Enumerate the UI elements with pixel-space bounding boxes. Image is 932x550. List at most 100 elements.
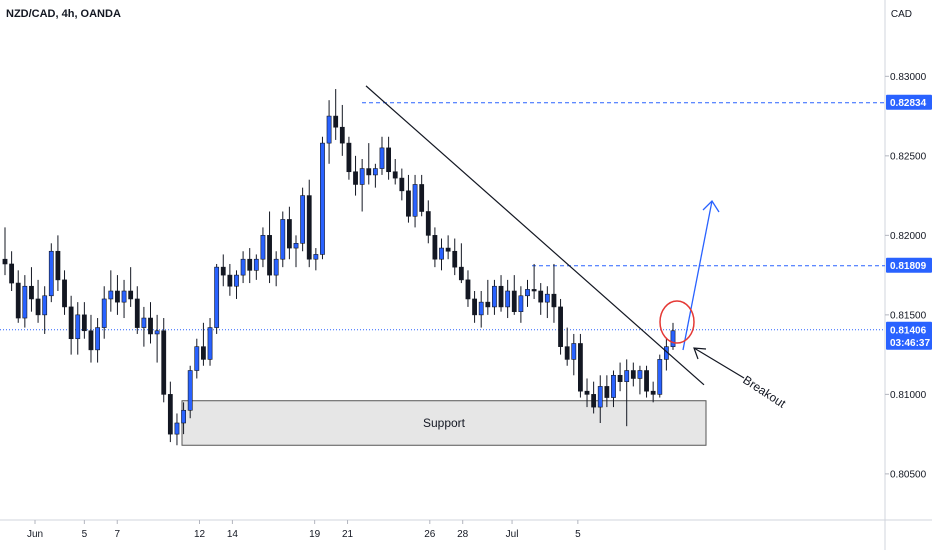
candle-body [439,247,444,260]
candle-body [134,298,140,328]
candle-body [62,279,67,308]
candle-body [406,190,411,217]
x-tick-label: 12 [194,529,206,540]
breakout-arrow [693,347,745,379]
candle-body [333,115,339,128]
candle-body [234,274,239,287]
candle-body [22,285,28,319]
y-tick-label: 0.82000 [890,231,927,242]
candle-body [207,327,213,360]
candle-body [637,370,643,379]
candle-body [320,142,325,255]
candle-body [630,370,636,379]
x-tick-label: 21 [342,529,354,540]
candle-body [35,298,41,316]
candle-body [578,343,583,392]
candle-body [445,247,451,252]
candle-body [286,219,292,249]
candle-body [525,289,530,297]
candles-layer [2,89,676,446]
x-tick-label: 14 [227,529,239,540]
x-tick-label: 28 [457,529,469,540]
candle-body [161,330,167,395]
symbol-title: NZD/CAD, 4h, OANDA [6,8,121,20]
candle-body [128,290,134,300]
candle-body [201,346,206,360]
candle-body [353,171,358,185]
candle-body [68,306,74,340]
candle-body [624,370,630,382]
price-tag-value: 0.81406 [890,325,927,336]
candle-body [650,390,656,395]
candle-body [240,258,246,276]
candle-body [511,290,517,312]
candle-body [564,346,570,360]
candle-body [187,370,193,411]
candle-body [386,147,392,173]
candle-body [597,386,603,408]
candle-body [478,301,484,316]
candle-body [313,254,319,260]
candle-body [498,285,504,308]
descending-trendline [365,85,705,386]
candle-body [181,409,186,424]
candle-body [346,142,352,173]
candle-body [2,258,8,265]
x-tick-label: 5 [575,529,581,540]
x-tick-label: Jun [27,529,43,540]
candle-body [591,394,597,408]
breakout-arrowhead [693,347,707,360]
candle-body [604,386,610,398]
candle-body [174,422,180,435]
projection-arrow [682,200,713,351]
price-tag [886,321,932,350]
candle-body [617,374,623,382]
candle-body [379,147,385,169]
y-tick-label: 0.82500 [890,151,927,162]
candle-body [452,250,458,268]
y-tick-label: 0.83000 [890,72,927,83]
x-tick-label: 19 [309,529,321,540]
candle-body [214,266,220,328]
candle-body [247,258,253,271]
candle-body [657,359,663,395]
candle-body [518,295,524,312]
candle-body [412,184,418,217]
candle-body [551,293,557,308]
candle-body [101,298,107,328]
candle-body [670,330,676,347]
y-tick-label: 0.81500 [890,310,927,321]
price-tag-countdown: 03:46:37 [890,338,930,349]
candle-body [306,195,312,260]
candle-body [472,298,477,316]
candle-body [372,168,378,176]
x-tick-label: 26 [424,529,436,540]
candle-body [220,266,226,276]
candle-body [42,295,48,316]
candle-body [432,235,438,260]
candle-body [115,290,120,303]
y-tick-label: 0.81000 [890,390,927,401]
candle-body [88,330,94,351]
x-tick-label: 7 [114,529,120,540]
candle-body [531,289,537,292]
y-tick-label: 0.80500 [890,469,927,480]
x-tick-label: Jul [506,529,519,540]
support-label: Support [423,416,466,430]
price-tag-value: 0.82834 [890,98,927,109]
candle-body [584,390,590,395]
candle-body [253,258,259,271]
support-zone [181,400,707,446]
candle-body [9,263,15,284]
candle-body [544,293,550,303]
candle-body [267,235,272,276]
currency-label: CAD [890,9,912,20]
candle-body [260,235,266,260]
candle-body [485,301,491,308]
candle-body [392,171,398,179]
candle-body [558,306,563,347]
candle-body [280,219,286,260]
candle-body [611,374,616,398]
